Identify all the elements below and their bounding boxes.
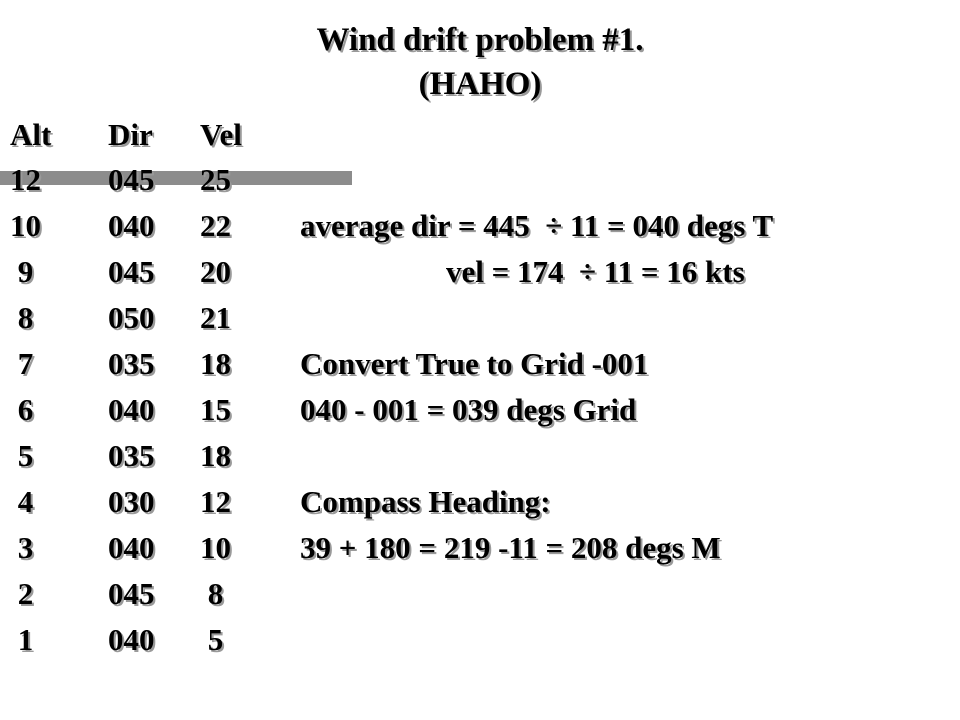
cell-alt: 1	[10, 622, 34, 657]
table-row: 10 040 22	[0, 203, 960, 248]
table-row: 6 040 15	[0, 387, 960, 432]
cell-dir: 045	[108, 576, 155, 611]
table-row: 9 045 20	[0, 249, 960, 294]
cell-vel: 18	[200, 438, 231, 473]
table-row: 2 045 8	[0, 571, 960, 616]
cell-alt: 8	[10, 300, 34, 335]
table-row: 1 040 5	[0, 617, 960, 662]
average-dir-text: average dir = 445 ÷ 11 = 040 degs T	[300, 208, 774, 243]
table-row: 4 030 12	[0, 479, 960, 524]
table-row: 7 035 18	[0, 341, 960, 386]
cell-vel: 22	[200, 208, 231, 243]
slide-title: Wind drift problem #1.	[316, 22, 644, 58]
cell-alt: 2	[10, 576, 34, 611]
cell-vel: 20	[200, 254, 231, 289]
cell-alt: 12	[10, 162, 41, 197]
convert-heading-text: Convert True to Grid -001	[300, 346, 649, 381]
compass-calc-text: 39 + 180 = 219 -11 = 208 degs M	[300, 530, 721, 565]
cell-alt: 10	[10, 208, 41, 243]
cell-vel: 5	[200, 622, 224, 657]
cell-dir: 030	[108, 484, 155, 519]
cell-dir: 040	[108, 392, 155, 427]
cell-dir: 040	[108, 622, 155, 657]
table-header: Alt Dir Vel	[0, 112, 960, 157]
header-dir: Dir	[108, 117, 153, 152]
cell-alt: 4	[10, 484, 34, 519]
cell-dir: 035	[108, 346, 155, 381]
compass-heading-text: Compass Heading:	[300, 484, 551, 519]
header-vel: Vel	[200, 117, 242, 152]
average-vel-text: vel = 174 ÷ 11 = 16 kts	[446, 254, 745, 289]
cell-dir: 035	[108, 438, 155, 473]
cell-vel: 12	[200, 484, 231, 519]
cell-alt: 9	[10, 254, 34, 289]
cell-vel: 25	[200, 162, 231, 197]
divider-bar	[0, 171, 352, 185]
cell-vel: 18	[200, 346, 231, 381]
table-row: 3 040 10	[0, 525, 960, 570]
convert-calc-text: 040 - 001 = 039 degs Grid	[300, 392, 637, 427]
cell-dir: 045	[108, 254, 155, 289]
table-row: 12 045 25	[0, 157, 960, 202]
cell-dir: 040	[108, 530, 155, 565]
table-row: 5 035 18	[0, 433, 960, 478]
slide-subtitle: (HAHO)	[418, 66, 542, 102]
cell-vel: 8	[200, 576, 224, 611]
cell-dir: 045	[108, 162, 155, 197]
cell-dir: 040	[108, 208, 155, 243]
cell-alt: 3	[10, 530, 34, 565]
cell-vel: 15	[200, 392, 231, 427]
cell-alt: 6	[10, 392, 34, 427]
cell-vel: 10	[200, 530, 231, 565]
table-row: 8 050 21	[0, 295, 960, 340]
cell-dir: 050	[108, 300, 155, 335]
cell-vel: 21	[200, 300, 231, 335]
header-alt: Alt	[10, 117, 52, 152]
cell-alt: 7	[10, 346, 34, 381]
cell-alt: 5	[10, 438, 34, 473]
